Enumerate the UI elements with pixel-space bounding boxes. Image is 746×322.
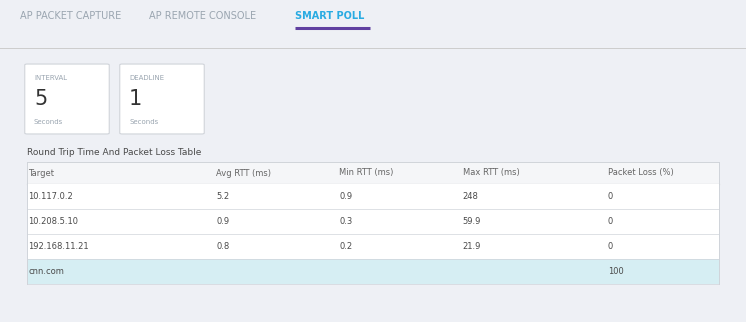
Text: 0: 0 — [608, 242, 613, 251]
Text: Packet Loss (%): Packet Loss (%) — [608, 168, 674, 177]
Bar — [27, 162, 719, 184]
Text: 5.2: 5.2 — [216, 192, 230, 201]
Text: cnn.com: cnn.com — [28, 267, 64, 276]
Text: 0.9: 0.9 — [339, 192, 353, 201]
Text: 248: 248 — [463, 192, 478, 201]
Text: 0: 0 — [608, 217, 613, 226]
Text: DEADLINE: DEADLINE — [129, 75, 164, 81]
Text: INTERVAL: INTERVAL — [34, 75, 67, 81]
Text: AP PACKET CAPTURE: AP PACKET CAPTURE — [20, 11, 122, 21]
Text: 0.3: 0.3 — [339, 217, 353, 226]
FancyBboxPatch shape — [120, 64, 204, 134]
Text: Avg RTT (ms): Avg RTT (ms) — [216, 168, 272, 177]
Text: Min RTT (ms): Min RTT (ms) — [339, 168, 394, 177]
Text: AP REMOTE CONSOLE: AP REMOTE CONSOLE — [149, 11, 257, 21]
Text: 192.168.11.21: 192.168.11.21 — [28, 242, 89, 251]
Text: Seconds: Seconds — [34, 119, 63, 125]
Text: 100: 100 — [608, 267, 624, 276]
Bar — [27, 234, 719, 259]
Text: Target: Target — [28, 168, 54, 177]
Bar — [27, 209, 719, 234]
Text: 0: 0 — [608, 192, 613, 201]
Text: SMART POLL: SMART POLL — [295, 11, 364, 21]
Text: 0.8: 0.8 — [216, 242, 230, 251]
Text: 0.9: 0.9 — [216, 217, 230, 226]
Bar — [27, 184, 719, 209]
Text: 0.2: 0.2 — [339, 242, 353, 251]
Text: 10.208.5.10: 10.208.5.10 — [28, 217, 78, 226]
Text: 1: 1 — [129, 89, 142, 109]
Text: 5: 5 — [34, 89, 47, 109]
Text: Round Trip Time And Packet Loss Table: Round Trip Time And Packet Loss Table — [27, 148, 201, 157]
Text: Max RTT (ms): Max RTT (ms) — [463, 168, 519, 177]
Bar — [27, 259, 719, 284]
Text: 10.117.0.2: 10.117.0.2 — [28, 192, 73, 201]
Text: 59.9: 59.9 — [463, 217, 481, 226]
Text: Seconds: Seconds — [129, 119, 158, 125]
FancyBboxPatch shape — [25, 64, 109, 134]
Text: 21.9: 21.9 — [463, 242, 481, 251]
